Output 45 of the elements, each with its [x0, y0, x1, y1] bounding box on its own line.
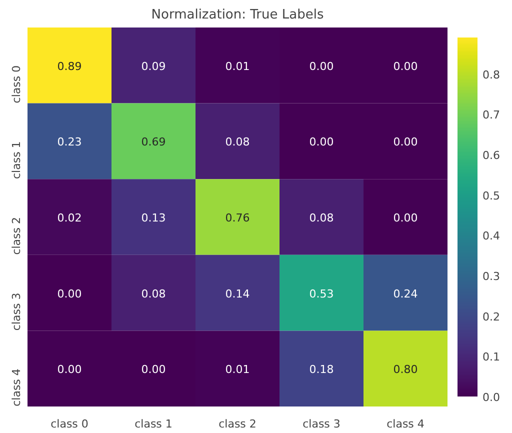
color-bar-label: 0.4 [482, 230, 500, 243]
data-label: 0.00 [309, 60, 334, 73]
data-label: 0.00 [57, 287, 82, 300]
x-tick-label: class 4 [386, 418, 424, 430]
data-label: 0.02 [57, 212, 82, 224]
data-label: 0.00 [57, 363, 82, 376]
data-label: 0.13 [141, 212, 166, 224]
data-label: 0.01 [225, 363, 250, 376]
data-label: 0.08 [309, 212, 334, 224]
x-tick-label: class 1 [134, 418, 172, 430]
data-label: 0.80 [393, 363, 418, 376]
data-label: 0.00 [393, 60, 418, 73]
color-bar-label: 0.8 [482, 68, 500, 82]
data-label: 0.00 [309, 136, 334, 149]
x-tick-label: class 3 [302, 418, 340, 430]
y-tick-label: class 0 [10, 65, 23, 104]
data-label: 0.08 [225, 136, 250, 149]
data-label: 0.18 [309, 363, 334, 376]
data-label: 0.01 [225, 60, 250, 73]
data-label: 0.00 [393, 212, 418, 224]
data-label: 0.89 [57, 60, 82, 73]
data-label: 0.23 [57, 136, 82, 149]
data-label: 0.00 [141, 363, 166, 376]
color-bar-label: 0.0 [482, 391, 500, 404]
y-tick-label: class 3 [10, 292, 23, 331]
data-label: 0.08 [141, 287, 166, 300]
color-bar-label: 0.5 [482, 189, 500, 202]
color-bar-label: 0.2 [482, 310, 500, 324]
chart-title: Normalization: True Labels [151, 8, 324, 22]
x-tick-label: class 0 [50, 418, 88, 430]
data-label: 0.76 [225, 212, 250, 224]
y-tick-label: class 2 [10, 216, 23, 255]
data-label: 0.53 [309, 287, 334, 300]
data-label: 0.24 [393, 287, 418, 300]
x-tick-label: class 2 [218, 418, 256, 430]
color-bar-label: 0.6 [482, 148, 500, 162]
color-bar-label: 0.1 [482, 350, 500, 364]
y-tick-label: class 1 [10, 141, 23, 179]
y-tick-label: class 4 [10, 368, 23, 406]
data-label: 0.69 [141, 136, 166, 149]
color-bar-label: 0.3 [482, 270, 500, 283]
data-label: 0.00 [393, 136, 418, 149]
data-label: 0.14 [225, 287, 250, 300]
color-bar-label: 0.7 [482, 108, 500, 122]
data-label: 0.09 [141, 60, 166, 73]
